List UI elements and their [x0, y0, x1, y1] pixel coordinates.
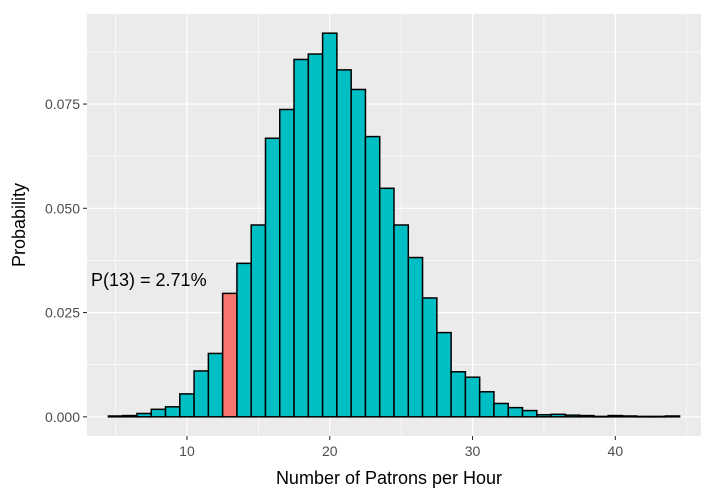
bar [521, 409, 538, 418]
bar [664, 415, 681, 418]
bar [593, 415, 609, 418]
bar [507, 406, 524, 418]
bar [279, 108, 295, 418]
bar [236, 262, 252, 418]
bar [564, 414, 581, 418]
x-tick-label: 10 [179, 443, 195, 459]
x-axis: 10 20 30 40 [179, 436, 623, 459]
bar [493, 402, 509, 418]
bar [307, 53, 324, 418]
bar [650, 415, 667, 418]
bars [107, 32, 681, 418]
bar [536, 413, 552, 418]
x-tick-label: 20 [322, 443, 338, 459]
bar [450, 371, 467, 418]
bar [421, 297, 438, 418]
bar [621, 415, 638, 418]
bar [193, 370, 210, 418]
y-tick-label: 0.050 [45, 200, 80, 216]
bar [464, 376, 481, 418]
y-axis: 0.000 0.025 0.050 0.075 [45, 96, 87, 425]
bar [607, 414, 624, 418]
bar [150, 408, 167, 418]
bar [378, 187, 395, 418]
bar [364, 135, 381, 418]
bar [293, 58, 310, 418]
bar [336, 69, 352, 418]
bar [121, 414, 138, 418]
bar [164, 406, 181, 418]
x-axis-title: Number of Patrons per Hour [276, 468, 502, 488]
y-axis-title: Probability [9, 183, 29, 267]
annotation-label: P(13) = 2.71% [91, 270, 207, 290]
bar [321, 32, 338, 418]
bar [107, 415, 124, 418]
bar [393, 224, 410, 418]
bar [407, 256, 424, 418]
bar [179, 393, 195, 418]
bar [136, 412, 153, 418]
bar [436, 331, 452, 418]
bar [578, 414, 595, 418]
x-tick-label: 30 [465, 443, 481, 459]
bar [478, 391, 495, 418]
bar [635, 415, 652, 418]
y-tick-label: 0.000 [45, 409, 80, 425]
bar [264, 137, 281, 418]
bar [350, 88, 367, 418]
x-tick-label: 40 [608, 443, 624, 459]
bar [250, 224, 267, 418]
bar [550, 413, 567, 418]
y-tick-label: 0.075 [45, 96, 80, 112]
highlighted-bar [221, 292, 238, 418]
bar [207, 352, 224, 418]
y-tick-label: 0.025 [45, 305, 80, 321]
